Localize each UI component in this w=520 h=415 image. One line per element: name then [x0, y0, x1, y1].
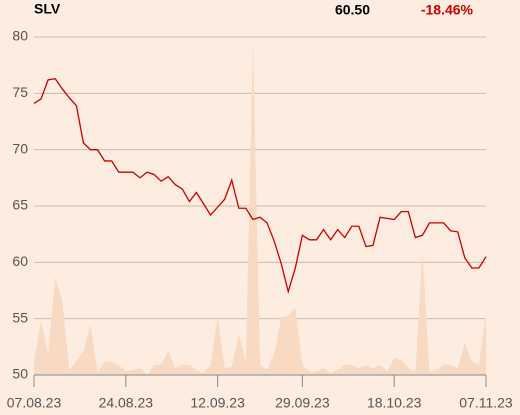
y-tick-label: 80 — [12, 28, 28, 44]
x-tick-label: 18.10.23 — [367, 395, 422, 411]
x-tick-label: 12.09.23 — [190, 395, 245, 411]
y-tick-label: 75 — [12, 84, 28, 100]
symbol: SLV — [34, 1, 61, 17]
y-tick-label: 60 — [12, 253, 28, 269]
x-tick-label: 24.08.23 — [99, 395, 154, 411]
x-tick-label: 29.09.23 — [275, 395, 330, 411]
volume-area — [34, 40, 486, 375]
change: -18.46% — [421, 2, 474, 18]
price-line — [33, 77, 487, 295]
x-tick-label: 07.11.23 — [459, 395, 513, 411]
y-tick-label: 65 — [12, 197, 28, 213]
x-tick-label: 07.08.23 — [7, 395, 62, 411]
y-tick-label: 50 — [12, 366, 28, 382]
y-tick-label: 70 — [12, 140, 28, 156]
price: 60.50 — [335, 2, 370, 18]
y-tick-label: 55 — [12, 309, 28, 325]
